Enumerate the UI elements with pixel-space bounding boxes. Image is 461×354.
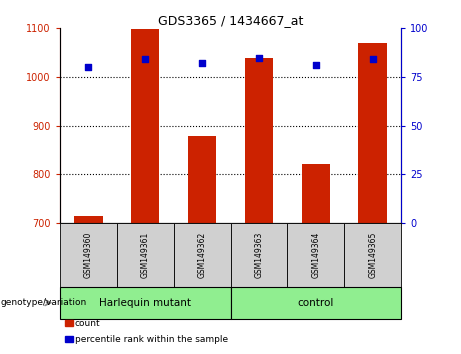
Text: genotype/variation: genotype/variation bbox=[1, 298, 87, 307]
Text: GSM149364: GSM149364 bbox=[311, 232, 320, 278]
Text: GSM149361: GSM149361 bbox=[141, 232, 150, 278]
Bar bbox=[188, 136, 216, 223]
Point bbox=[85, 64, 92, 70]
Point bbox=[255, 55, 263, 60]
Text: GSM149363: GSM149363 bbox=[254, 232, 263, 278]
Point bbox=[198, 61, 206, 66]
Bar bbox=[74, 216, 102, 223]
Title: GDS3365 / 1434667_at: GDS3365 / 1434667_at bbox=[158, 14, 303, 27]
Bar bbox=[131, 29, 160, 223]
Text: count: count bbox=[75, 319, 100, 328]
Text: percentile rank within the sample: percentile rank within the sample bbox=[75, 335, 228, 344]
Bar bbox=[358, 43, 387, 223]
Text: GSM149360: GSM149360 bbox=[84, 232, 93, 278]
Point bbox=[142, 57, 149, 62]
Bar bbox=[301, 164, 330, 223]
Text: GSM149362: GSM149362 bbox=[198, 232, 207, 278]
Text: GSM149365: GSM149365 bbox=[368, 232, 377, 278]
Point bbox=[312, 62, 319, 68]
Point bbox=[369, 57, 376, 62]
Text: Harlequin mutant: Harlequin mutant bbox=[99, 298, 191, 308]
Bar bbox=[245, 57, 273, 223]
Text: control: control bbox=[298, 298, 334, 308]
